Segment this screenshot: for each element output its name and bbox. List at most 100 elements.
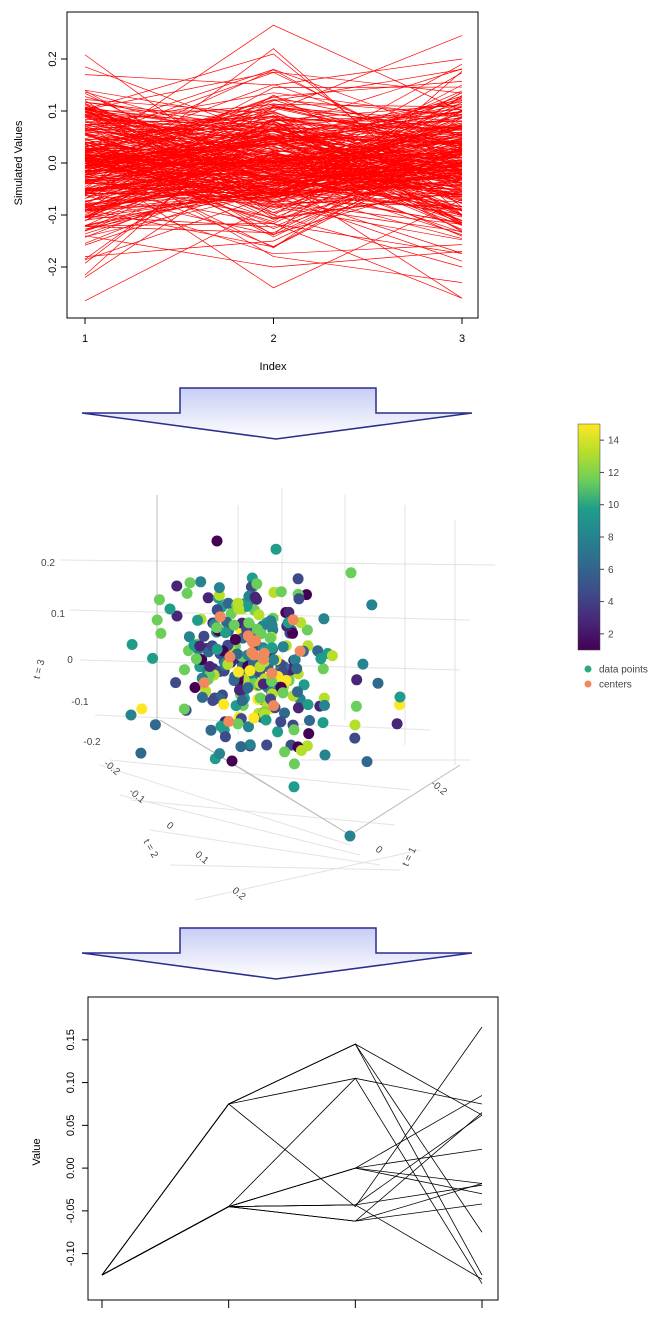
colorbar-tick-label: 2 <box>608 629 614 640</box>
colorbar-tick-label: 8 <box>608 533 614 544</box>
data-point <box>293 593 305 605</box>
value-line-chart: -0.10 -0.05 0.00 0.05 0.10 0.15 Value <box>31 996 499 1308</box>
data-point <box>351 674 363 686</box>
y-tick-label: 0.15 <box>65 1029 77 1050</box>
series-group <box>101 1026 483 1284</box>
series-line <box>84 69 463 171</box>
data-point <box>279 746 291 758</box>
center-point <box>287 614 299 626</box>
series-line <box>84 117 463 164</box>
data-point <box>153 594 165 606</box>
legend-label: centers <box>599 680 632 691</box>
series-line <box>84 167 463 210</box>
series-line <box>84 161 463 178</box>
data-point <box>192 614 204 626</box>
y-tick-label: -0.1 <box>47 206 59 225</box>
data-point <box>155 627 167 639</box>
data-point <box>194 640 206 652</box>
data-point <box>229 634 241 645</box>
data-point <box>248 712 260 724</box>
series-line <box>101 1095 483 1276</box>
series-line <box>84 131 463 152</box>
series-line <box>84 117 463 227</box>
y-tick-label: 0.1 <box>47 103 59 118</box>
data-point <box>211 643 223 655</box>
data-point <box>213 589 225 601</box>
series-line <box>101 1167 483 1276</box>
series-line <box>84 89 463 226</box>
series-line <box>84 134 463 197</box>
center-point <box>242 630 254 642</box>
data-point <box>298 679 310 691</box>
data-point <box>213 582 225 594</box>
series-line <box>84 100 463 268</box>
data-point <box>288 781 300 793</box>
colorbar-tick-label: 14 <box>608 436 620 447</box>
data-point <box>289 654 301 666</box>
series-line <box>84 147 463 283</box>
data-point <box>135 747 147 759</box>
series-line <box>84 110 463 203</box>
data-point <box>214 748 226 760</box>
series-line <box>84 158 463 196</box>
data-point <box>184 577 196 589</box>
data-point <box>220 627 231 639</box>
z-tick-label: -0.1 <box>71 697 89 708</box>
series-line <box>84 112 463 175</box>
data-point <box>301 624 313 636</box>
data-point <box>266 642 278 654</box>
series-line <box>84 115 463 223</box>
series-line <box>84 157 463 220</box>
series-line <box>101 1077 483 1276</box>
data-point <box>319 749 331 761</box>
legend-label: data points <box>599 665 648 676</box>
data-point <box>391 718 403 730</box>
data-point <box>295 745 307 756</box>
series-line <box>84 122 463 192</box>
series-line <box>84 141 463 207</box>
series-line <box>84 110 463 203</box>
center-point <box>198 677 210 689</box>
data-point <box>260 714 272 726</box>
series-line <box>84 133 463 165</box>
data-point <box>345 567 357 579</box>
data-point <box>292 702 304 714</box>
data-point <box>178 703 190 715</box>
data-point <box>222 597 234 609</box>
center-point <box>266 667 278 679</box>
series-line <box>84 66 463 159</box>
y-tick-label: -0.1 <box>126 786 147 806</box>
data-point <box>218 698 230 710</box>
data-point <box>303 728 315 740</box>
data-point <box>317 717 329 729</box>
y-axis-label: Simulated Values <box>13 120 25 205</box>
series-line <box>84 108 463 177</box>
y-axis-label: Value <box>31 1138 43 1165</box>
center-point <box>214 611 226 623</box>
center-point <box>258 647 270 659</box>
z-tick-label: -0.2 <box>83 737 101 748</box>
series-line <box>84 110 463 187</box>
series-line <box>101 1148 483 1276</box>
y-tick-label: 0.0 <box>47 155 59 170</box>
data-point <box>319 699 330 711</box>
y-tick-label: 0.10 <box>65 1072 77 1093</box>
data-point <box>147 652 159 664</box>
x-tick-label: 1 <box>82 333 88 345</box>
data-point <box>261 739 273 751</box>
y-tick-label: 0.00 <box>65 1157 77 1178</box>
data-point <box>366 599 378 611</box>
series-line <box>84 24 463 153</box>
data-point <box>275 586 287 598</box>
data-point <box>277 687 289 699</box>
series-line <box>84 235 463 268</box>
z-tick-label: 0.1 <box>51 609 65 620</box>
data-point <box>357 658 369 670</box>
series-line <box>84 152 463 278</box>
x-tick-label: 3 <box>459 333 465 345</box>
series-line <box>84 194 463 255</box>
series-line <box>84 69 463 138</box>
data-point <box>204 661 216 672</box>
colorbar-tick-label: 6 <box>608 565 614 576</box>
grid-line <box>149 829 381 866</box>
